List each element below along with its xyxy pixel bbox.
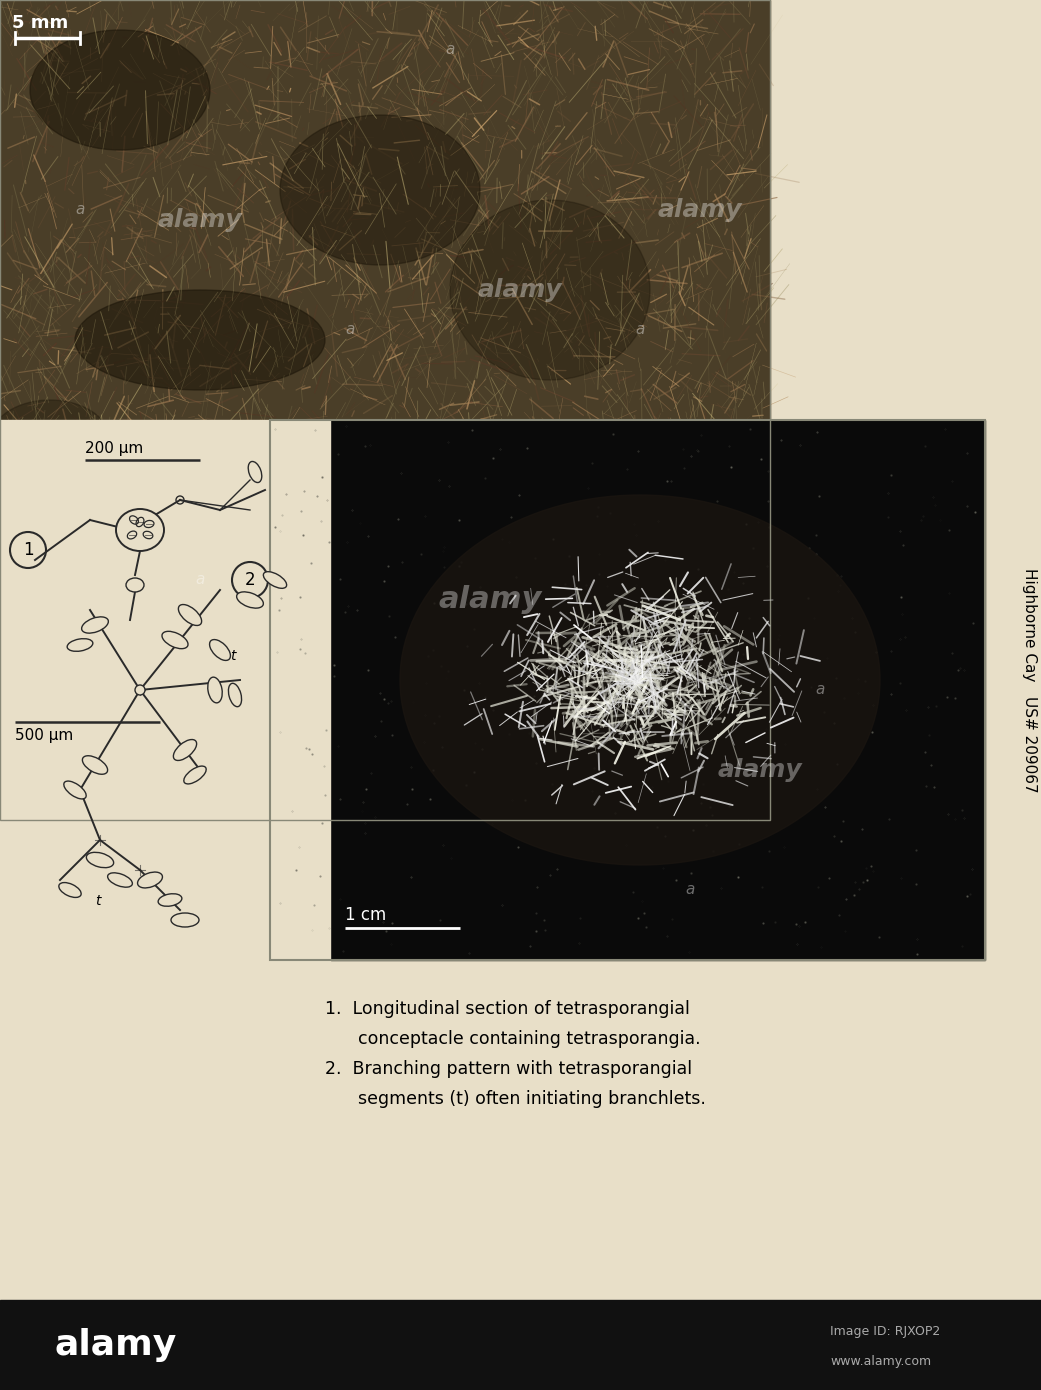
- Ellipse shape: [171, 913, 199, 927]
- Text: t: t: [230, 649, 235, 663]
- Text: a: a: [446, 43, 455, 57]
- Ellipse shape: [59, 883, 81, 898]
- Ellipse shape: [590, 701, 710, 780]
- Text: www.alamy.com: www.alamy.com: [830, 1355, 931, 1368]
- Text: a: a: [685, 883, 694, 898]
- Text: conceptacle containing tetrasporangia.: conceptacle containing tetrasporangia.: [325, 1030, 701, 1048]
- Ellipse shape: [75, 291, 325, 391]
- Text: 2: 2: [245, 571, 255, 589]
- Ellipse shape: [290, 639, 510, 739]
- Text: alamy: alamy: [157, 208, 243, 232]
- Ellipse shape: [107, 873, 132, 887]
- Text: alamy: alamy: [658, 197, 742, 222]
- Text: Highborne Cay   US# 209067: Highborne Cay US# 209067: [1022, 567, 1038, 792]
- Ellipse shape: [0, 400, 110, 480]
- Text: Image ID: RJXOP2: Image ID: RJXOP2: [830, 1325, 940, 1339]
- Ellipse shape: [30, 31, 210, 150]
- Ellipse shape: [525, 475, 675, 605]
- Ellipse shape: [158, 894, 182, 906]
- Ellipse shape: [178, 605, 202, 626]
- Text: alamy: alamy: [717, 758, 803, 783]
- Bar: [270, 420, 985, 960]
- Text: t: t: [95, 894, 101, 908]
- Ellipse shape: [228, 684, 242, 706]
- Ellipse shape: [400, 495, 880, 865]
- Text: a: a: [815, 682, 824, 698]
- Ellipse shape: [68, 638, 93, 652]
- Text: 500 μm: 500 μm: [15, 728, 73, 744]
- Text: segments (t) often initiating branchlets.: segments (t) often initiating branchlets…: [325, 1090, 706, 1108]
- Text: alamy: alamy: [55, 1327, 177, 1362]
- Bar: [0, 1300, 1041, 1390]
- Circle shape: [135, 685, 145, 695]
- Ellipse shape: [126, 578, 144, 592]
- Ellipse shape: [81, 617, 108, 632]
- Text: a: a: [75, 203, 84, 217]
- Ellipse shape: [208, 677, 223, 703]
- Text: 5 mm: 5 mm: [12, 14, 69, 32]
- Text: a: a: [196, 573, 205, 588]
- Text: alamy: alamy: [478, 278, 562, 302]
- Ellipse shape: [209, 639, 230, 660]
- Ellipse shape: [86, 852, 113, 867]
- Ellipse shape: [162, 631, 188, 649]
- Ellipse shape: [248, 461, 261, 482]
- Ellipse shape: [20, 530, 180, 651]
- Ellipse shape: [236, 592, 263, 609]
- Text: 200 μm: 200 μm: [85, 441, 144, 456]
- Ellipse shape: [184, 766, 206, 784]
- Text: 2.  Branching pattern with tetrasporangial: 2. Branching pattern with tetrasporangia…: [325, 1061, 692, 1079]
- Bar: [270, 420, 985, 960]
- Ellipse shape: [450, 200, 650, 379]
- Text: a: a: [635, 322, 644, 338]
- Ellipse shape: [174, 739, 197, 760]
- Ellipse shape: [137, 872, 162, 888]
- Ellipse shape: [82, 756, 107, 774]
- Text: 1 cm: 1 cm: [345, 906, 386, 924]
- Text: 1: 1: [23, 541, 33, 559]
- Ellipse shape: [280, 115, 480, 265]
- Text: alamy: alamy: [438, 585, 541, 614]
- Bar: [0, 420, 330, 1300]
- Bar: [0, 0, 770, 820]
- Bar: [0, 0, 770, 820]
- Ellipse shape: [116, 509, 164, 550]
- Ellipse shape: [263, 571, 286, 588]
- Text: 1.  Longitudinal section of tetrasporangial: 1. Longitudinal section of tetrasporangi…: [325, 999, 690, 1017]
- Text: a: a: [346, 322, 355, 338]
- Ellipse shape: [64, 781, 86, 799]
- Text: a: a: [545, 682, 555, 698]
